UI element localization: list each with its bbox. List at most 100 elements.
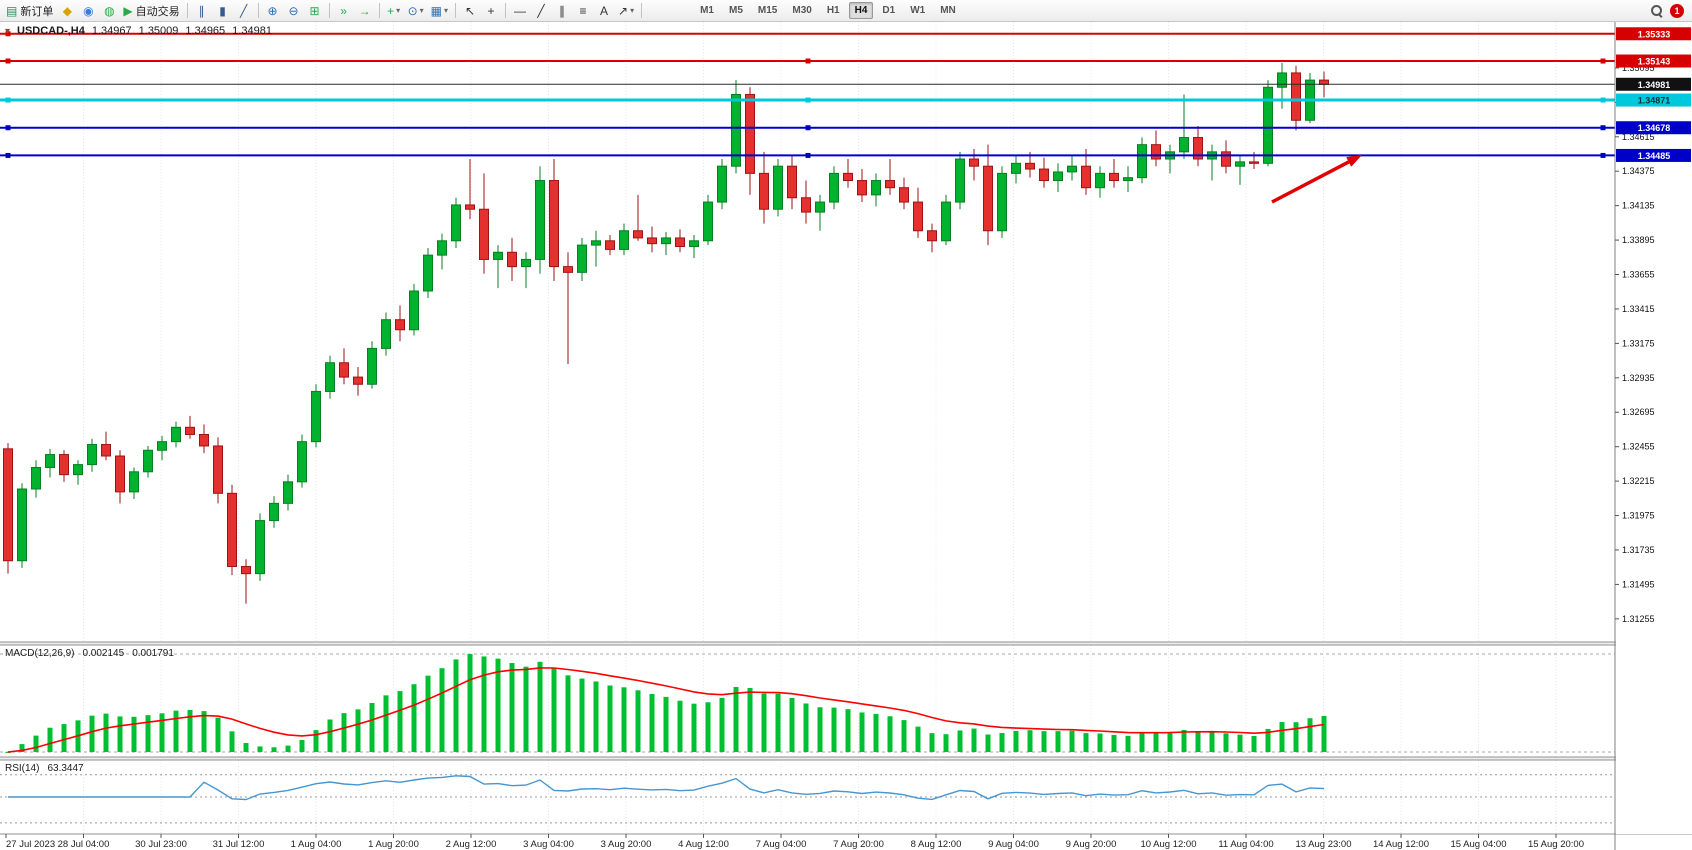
timeframe-button-m30[interactable]: M30 <box>792 5 812 16</box>
macd-histogram-bar <box>341 713 347 752</box>
macd-histogram-bar <box>719 697 725 752</box>
cyan-level-line-handle[interactable] <box>805 97 811 103</box>
community-button[interactable]: ◉ <box>78 1 98 20</box>
crosshair-button[interactable]: + <box>481 1 501 20</box>
chevron-down-icon: ▾ <box>396 6 401 15</box>
line-chart-button[interactable]: ╱ <box>234 1 254 20</box>
annotation-arrowhead[interactable] <box>1346 155 1362 167</box>
new-order-button[interactable]: ▤ 新订单 <box>3 1 56 20</box>
support-line-1-handle[interactable] <box>5 125 11 131</box>
support-line-1-handle[interactable] <box>805 125 811 131</box>
main-chart-panel[interactable] <box>0 22 1615 642</box>
candle <box>381 319 391 349</box>
panel-divider[interactable] <box>0 642 1692 645</box>
one-click-trading-icon[interactable]: ▾ <box>5 25 11 37</box>
time-axis[interactable] <box>0 835 1692 850</box>
candle <box>171 426 181 443</box>
candlestick-chart-button[interactable]: ▮ <box>213 1 233 20</box>
macd-histogram-bar <box>495 658 501 752</box>
text-icon: A <box>600 3 609 18</box>
ohlc-open: 1.34967 <box>91 25 132 37</box>
cyan-level-line-handle[interactable] <box>5 97 11 103</box>
fibonacci-tool-button[interactable]: ≡ <box>573 1 593 20</box>
candle <box>367 347 377 385</box>
notification-badge[interactable]: 1 <box>1670 3 1684 18</box>
timeframe-button-mn[interactable]: MN <box>940 5 956 16</box>
resistance-line-2-handle[interactable] <box>1600 58 1606 64</box>
chevron-down-icon: ▾ <box>419 6 424 15</box>
trendline-tool-button[interactable]: ╱ <box>531 1 551 20</box>
macd-histogram-bar <box>999 733 1005 752</box>
bar-chart-button[interactable]: ∥ <box>192 1 212 20</box>
macd-histogram-bar <box>33 735 39 752</box>
templates-button[interactable]: ▦ ▾ <box>428 1 451 20</box>
macd-histogram-bar <box>1265 728 1271 752</box>
candle <box>535 180 545 260</box>
resistance-line-2-handle[interactable] <box>5 58 11 64</box>
support-button[interactable]: ◍ <box>99 1 119 20</box>
toolbar-separator <box>641 3 643 18</box>
timeframe-button-d1[interactable]: D1 <box>882 5 896 16</box>
support-line-1-handle[interactable] <box>1600 125 1606 131</box>
candle <box>325 362 335 392</box>
periods-button[interactable]: ⊙ ▾ <box>405 1 427 20</box>
macd-histogram-bar <box>481 656 487 752</box>
macd-histogram-bar <box>775 693 781 752</box>
cyan-level-line-handle[interactable] <box>1600 97 1606 103</box>
timeframe-button-m15[interactable]: M15 <box>757 5 778 16</box>
candle <box>745 93 755 174</box>
panel-divider[interactable] <box>0 757 1692 760</box>
candle <box>1123 177 1133 182</box>
tile-windows-button[interactable]: ⊞ <box>305 1 325 20</box>
candle <box>773 165 783 210</box>
resistance-line-2-handle[interactable] <box>805 58 811 64</box>
macd-histogram-bar <box>565 675 571 752</box>
resistance-line-1-badge <box>1616 27 1691 41</box>
hline-tool-button[interactable]: — <box>510 1 530 20</box>
channel-tool-button[interactable]: ∥ <box>552 1 572 20</box>
resistance-line-1-handle[interactable] <box>5 31 11 37</box>
timeframe-button-m1[interactable]: M1 <box>700 5 714 16</box>
cursor-button[interactable]: ↖ <box>460 1 480 20</box>
annotation-arrow[interactable] <box>1271 160 1350 204</box>
autoscroll-button[interactable]: » <box>334 1 354 20</box>
autotrade-button-label: 自动交易 <box>135 5 180 18</box>
macd-histogram-bar <box>173 710 179 752</box>
timeframe-button-h4[interactable]: H4 <box>848 2 874 19</box>
rsi-panel[interactable] <box>0 760 1615 834</box>
time-label: 7 Aug 04:00 <box>756 839 807 850</box>
macd-histogram-bar <box>551 668 557 752</box>
headset-icon: ◍ <box>104 3 115 18</box>
price-tick-label: 1.32215 <box>1622 476 1655 486</box>
candle <box>143 449 153 473</box>
price-tick-label: 1.33175 <box>1622 338 1655 348</box>
macd-histogram-bar <box>943 734 949 752</box>
timeframe-button-h1[interactable]: H1 <box>826 5 840 16</box>
macd-histogram-bar <box>831 707 837 752</box>
price-axis[interactable] <box>1616 22 1692 834</box>
macd-histogram-bar <box>1181 729 1187 752</box>
time-label: 13 Aug 23:00 <box>1296 839 1352 850</box>
timeframe-button-m5[interactable]: M5 <box>729 5 743 16</box>
support-line-2-handle[interactable] <box>1600 152 1606 158</box>
indicators-button[interactable]: + ▾ <box>384 1 404 20</box>
macd-histogram-bar <box>383 695 389 752</box>
arrows-tool-button[interactable]: ↗ ▾ <box>615 1 637 20</box>
text-tool-button[interactable]: A <box>594 1 614 20</box>
zoom-out-button[interactable]: ⊖ <box>284 1 304 20</box>
macd-signal-line <box>7 667 1325 753</box>
zoom-in-button[interactable]: ⊕ <box>263 1 283 20</box>
candle <box>1151 144 1161 160</box>
support-line-2-handle[interactable] <box>5 152 11 158</box>
support-line-2-handle[interactable] <box>805 152 811 158</box>
timeframe-button-w1[interactable]: W1 <box>910 5 926 16</box>
chart-shift-button[interactable]: → <box>355 1 375 20</box>
autotrade-button[interactable]: ▶ 自动交易 <box>120 1 182 20</box>
macd-histogram-bar <box>901 720 907 752</box>
toolbar-search-button[interactable] <box>1646 1 1666 20</box>
macd-histogram-bar <box>593 681 599 752</box>
metaeditor-button[interactable]: ◆ <box>57 1 77 20</box>
chevron-down-icon: ▾ <box>630 6 635 15</box>
